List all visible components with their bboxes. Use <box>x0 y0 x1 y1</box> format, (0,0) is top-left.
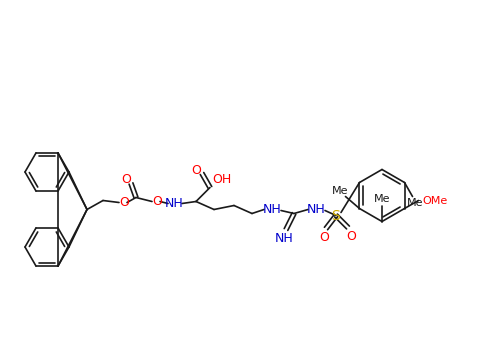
Text: NH: NH <box>274 232 293 245</box>
Text: NH: NH <box>165 197 183 210</box>
Text: O: O <box>319 231 329 244</box>
Text: Me: Me <box>374 193 390 203</box>
Text: O: O <box>346 230 356 243</box>
Text: O: O <box>191 164 201 177</box>
Text: O: O <box>121 173 131 186</box>
Text: NH: NH <box>307 203 325 216</box>
Text: Me: Me <box>407 198 424 209</box>
Text: NH: NH <box>262 203 281 216</box>
Text: O: O <box>152 195 162 208</box>
Text: OMe: OMe <box>422 196 447 205</box>
Text: OH: OH <box>212 173 232 186</box>
Text: O: O <box>119 196 129 209</box>
Text: S: S <box>331 209 341 222</box>
Text: Me: Me <box>332 185 349 196</box>
